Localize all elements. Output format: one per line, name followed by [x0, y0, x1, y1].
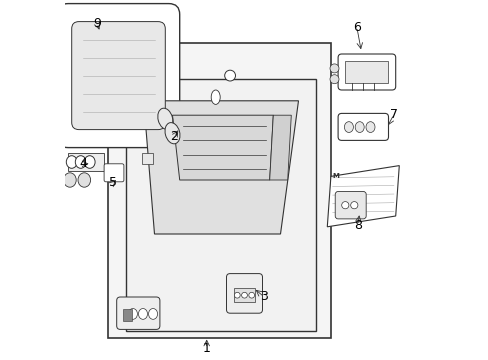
Text: 8: 8: [353, 219, 361, 231]
Ellipse shape: [329, 75, 338, 84]
Ellipse shape: [84, 156, 95, 168]
Circle shape: [350, 202, 357, 209]
Text: 4: 4: [79, 157, 87, 170]
Circle shape: [248, 292, 254, 298]
Circle shape: [341, 202, 348, 209]
FancyBboxPatch shape: [335, 192, 366, 219]
Text: 6: 6: [352, 21, 360, 33]
Ellipse shape: [128, 309, 137, 319]
Text: 7: 7: [389, 108, 397, 121]
Circle shape: [234, 292, 240, 298]
Ellipse shape: [344, 122, 353, 132]
Text: 3: 3: [260, 291, 268, 303]
Ellipse shape: [329, 64, 338, 73]
Ellipse shape: [66, 156, 77, 168]
Bar: [142, 153, 152, 164]
Circle shape: [241, 292, 247, 298]
Ellipse shape: [211, 90, 220, 104]
Bar: [68, 153, 104, 171]
Text: 2: 2: [170, 130, 178, 143]
Ellipse shape: [63, 173, 76, 187]
Polygon shape: [125, 79, 316, 331]
FancyBboxPatch shape: [337, 54, 395, 90]
FancyBboxPatch shape: [117, 297, 160, 329]
Ellipse shape: [138, 309, 147, 319]
Bar: [345, 61, 387, 83]
FancyBboxPatch shape: [57, 4, 179, 148]
Text: M: M: [332, 173, 339, 179]
Circle shape: [224, 70, 235, 81]
Ellipse shape: [158, 108, 172, 129]
Ellipse shape: [148, 309, 157, 319]
Text: 5: 5: [109, 176, 117, 189]
Ellipse shape: [164, 123, 180, 144]
Polygon shape: [143, 101, 298, 234]
Bar: [233, 288, 255, 302]
Ellipse shape: [365, 122, 374, 132]
FancyBboxPatch shape: [72, 22, 165, 130]
FancyBboxPatch shape: [104, 164, 123, 182]
Polygon shape: [269, 115, 291, 180]
Polygon shape: [326, 166, 399, 227]
Text: 9: 9: [93, 17, 101, 30]
Text: 1: 1: [203, 342, 210, 355]
Ellipse shape: [75, 156, 86, 168]
Ellipse shape: [78, 173, 90, 187]
Polygon shape: [172, 115, 273, 180]
Bar: [122, 309, 132, 321]
FancyBboxPatch shape: [337, 113, 387, 140]
Ellipse shape: [354, 122, 364, 132]
FancyBboxPatch shape: [226, 274, 262, 313]
Bar: [107, 43, 330, 338]
